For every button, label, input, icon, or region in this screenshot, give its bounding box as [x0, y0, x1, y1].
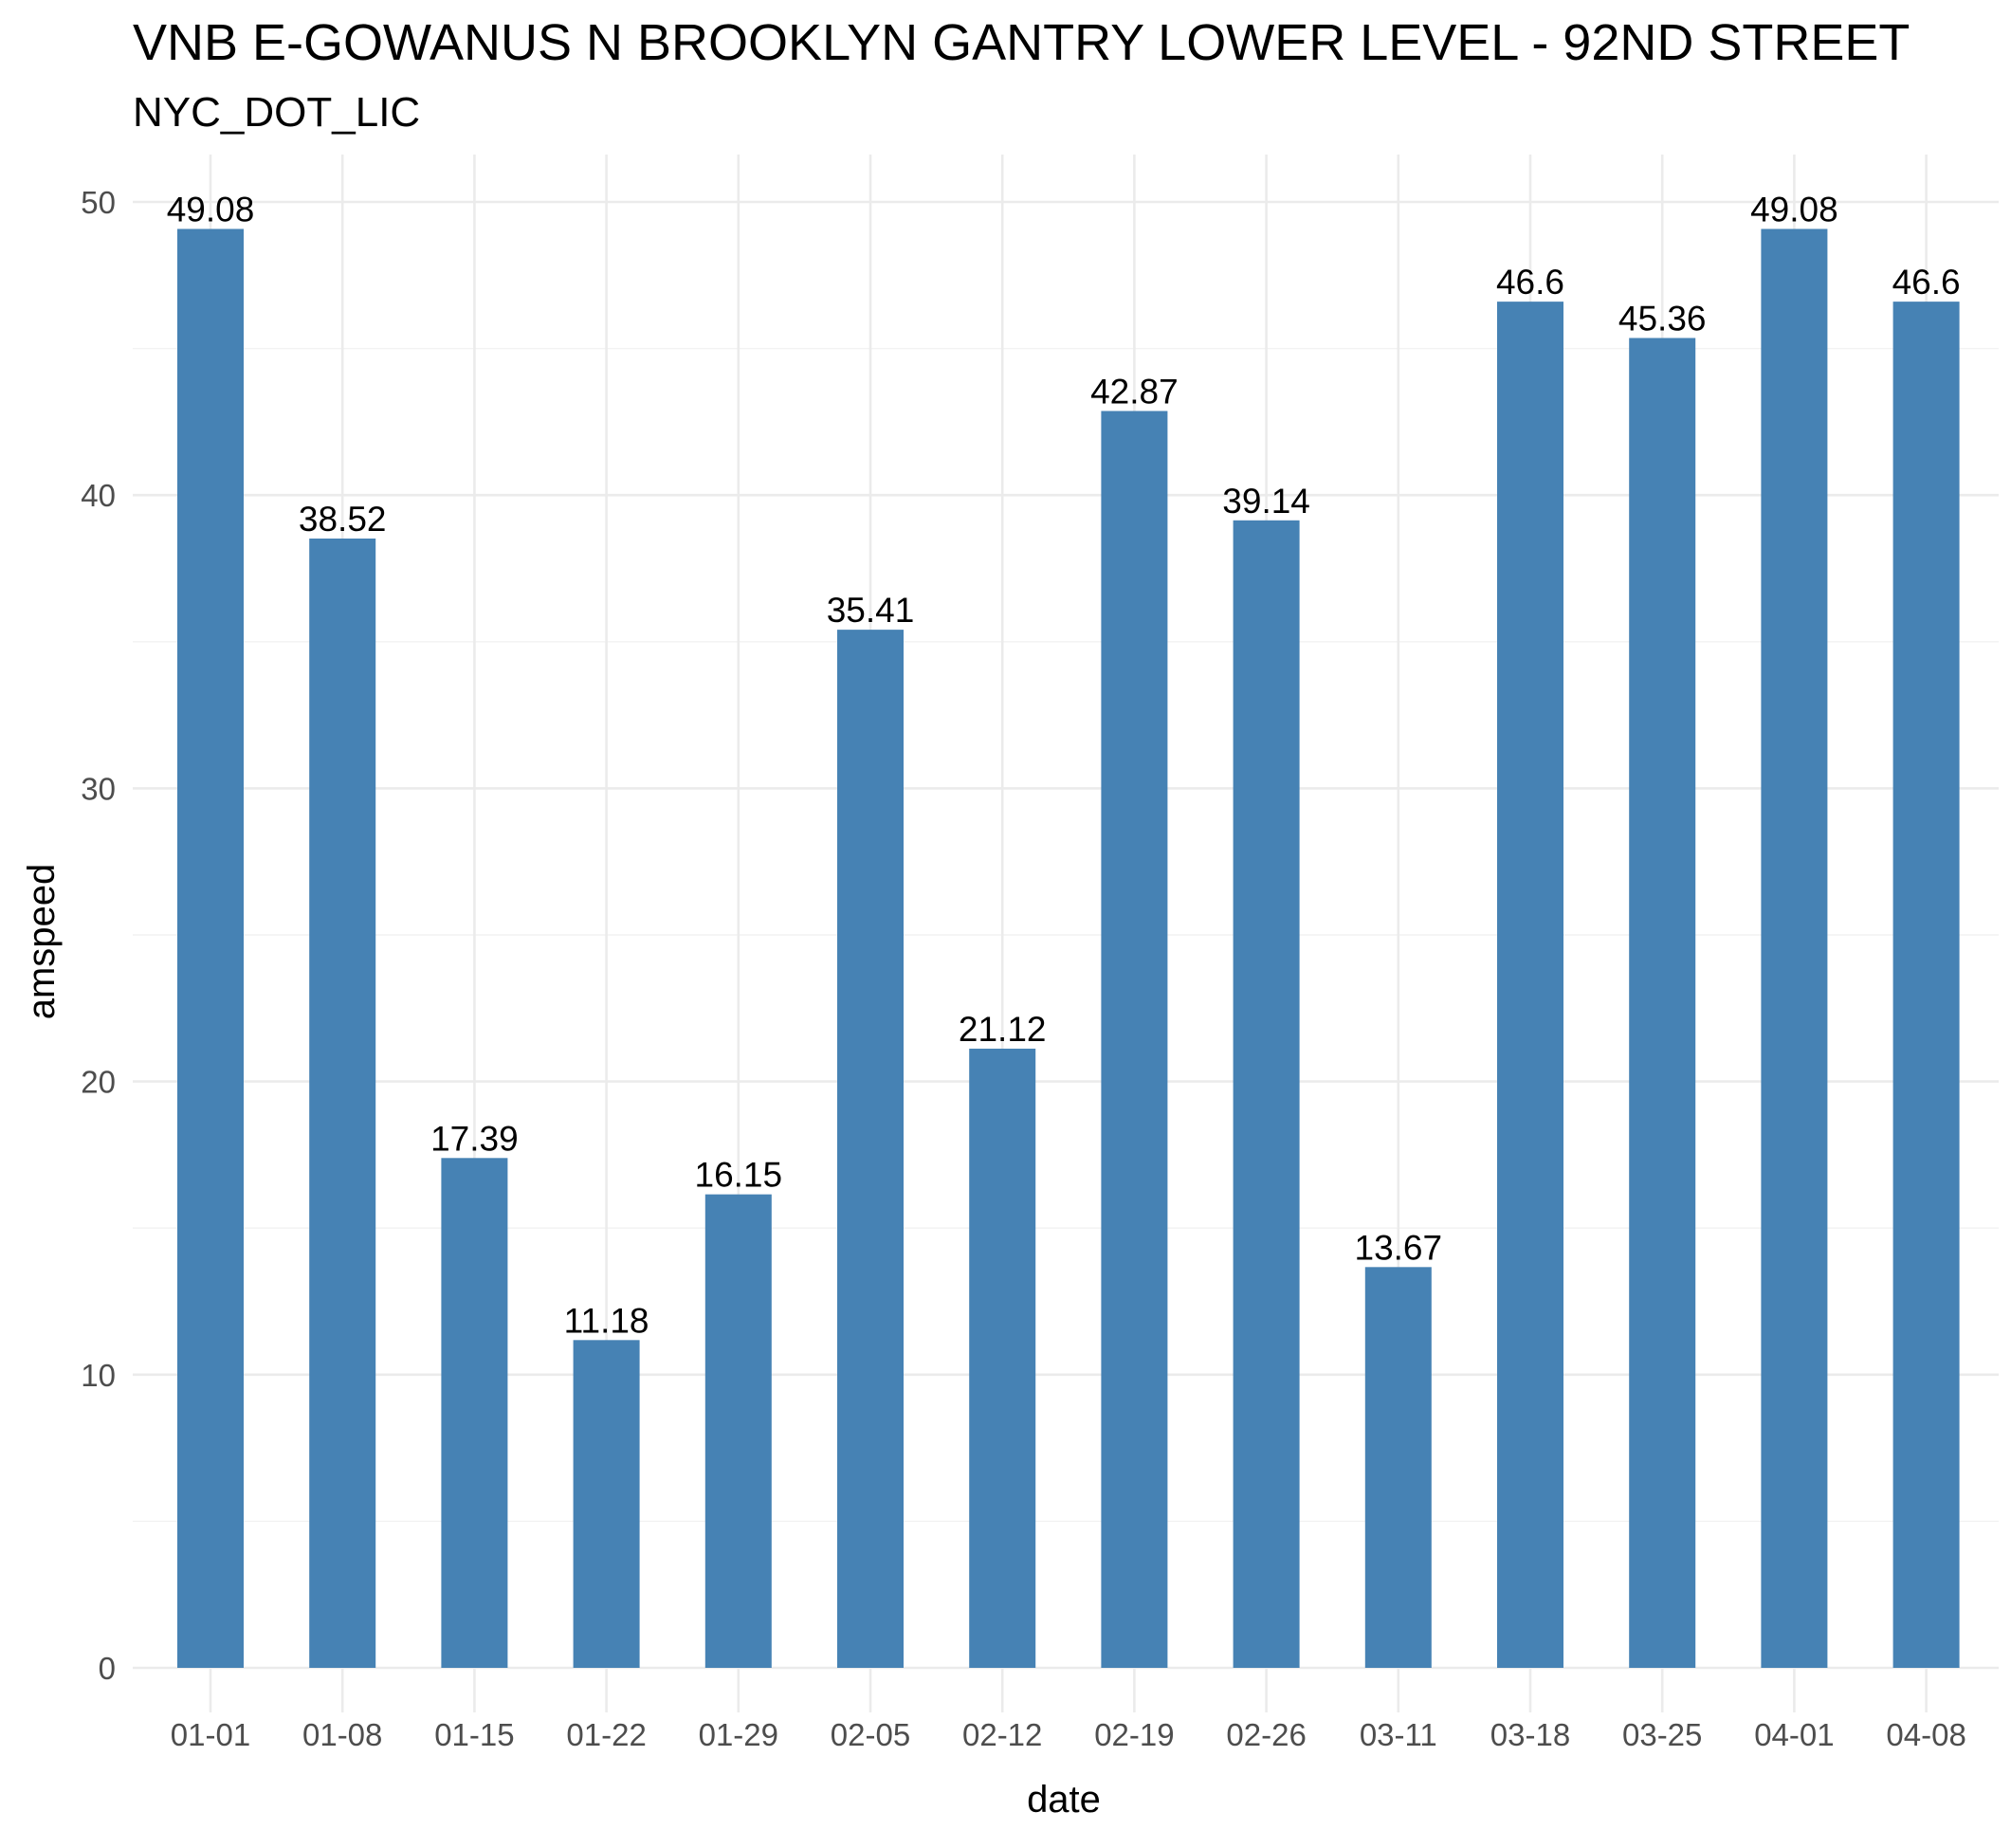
- data-labels: 49.08 38.52 17.39 11.18 16.15 35.41 21.12 42.87…: [167, 190, 1961, 1340]
- y-axis-title: amspeed: [21, 864, 63, 1020]
- y-tick-label: 40: [81, 478, 116, 513]
- bar-value-label: 35.41: [827, 591, 915, 630]
- bar: [177, 229, 244, 1668]
- bar-value-label: 49.08: [167, 190, 255, 229]
- y-tick-label: 50: [81, 185, 116, 220]
- bar-value-label: 21.12: [959, 1010, 1047, 1049]
- x-tick-label: 01-29: [699, 1717, 778, 1752]
- bar: [1101, 411, 1168, 1668]
- bar-value-label: 46.6: [1496, 263, 1564, 302]
- bar-value-label: 16.15: [695, 1156, 783, 1195]
- bar-value-label: 13.67: [1355, 1228, 1443, 1267]
- chart-title: VNB E-GOWANUS N BROOKLYN GANTRY LOWER LE…: [133, 14, 1910, 71]
- bar-value-label: 49.08: [1750, 190, 1838, 229]
- bar: [309, 538, 376, 1668]
- grid-lines: [133, 155, 1999, 1712]
- chart-subtitle: NYC_DOT_LIC: [133, 89, 420, 136]
- x-tick-label: 01-22: [566, 1717, 646, 1752]
- bar-value-label: 39.14: [1222, 482, 1310, 521]
- y-axis-ticks: 0 10 20 30 40 50: [81, 185, 116, 1686]
- x-tick-label: 02-26: [1226, 1717, 1306, 1752]
- y-tick-label: 10: [81, 1358, 116, 1393]
- bar: [1761, 229, 1828, 1668]
- bar: [1629, 338, 1696, 1669]
- bar-value-label: 45.36: [1618, 299, 1707, 338]
- x-tick-label: 02-05: [831, 1717, 910, 1752]
- bar-value-label: 17.39: [430, 1119, 519, 1158]
- bar-value-label: 38.52: [299, 500, 387, 539]
- bar: [969, 1048, 1036, 1668]
- bar-value-label: 46.6: [1892, 263, 1961, 302]
- x-axis-ticks: 01-01 01-08 01-15 01-22 01-29 02-05 02-12 02-19…: [171, 1717, 1966, 1752]
- bar-value-label: 42.87: [1090, 372, 1179, 411]
- bar: [1892, 302, 1960, 1669]
- bar: [1233, 520, 1300, 1668]
- x-tick-label: 01-01: [171, 1717, 250, 1752]
- y-tick-label: 30: [81, 771, 116, 806]
- x-tick-label: 02-19: [1094, 1717, 1174, 1752]
- x-tick-label: 03-25: [1622, 1717, 1702, 1752]
- bar-value-label: 11.18: [564, 1301, 649, 1340]
- bar: [573, 1340, 640, 1668]
- bar: [1364, 1267, 1432, 1668]
- x-tick-label: 01-08: [302, 1717, 382, 1752]
- bar: [1497, 302, 1563, 1669]
- y-tick-label: 20: [81, 1065, 116, 1100]
- x-tick-label: 04-08: [1886, 1717, 1965, 1752]
- bars: [177, 229, 1960, 1669]
- bar: [441, 1158, 508, 1668]
- x-tick-label: 04-01: [1754, 1717, 1834, 1752]
- y-tick-label: 0: [99, 1651, 116, 1686]
- x-tick-label: 03-11: [1360, 1717, 1437, 1752]
- x-tick-label: 02-12: [962, 1717, 1042, 1752]
- x-axis-title: date: [1027, 1779, 1101, 1821]
- bar: [704, 1194, 772, 1668]
- bar: [837, 630, 904, 1668]
- x-tick-label: 01-15: [434, 1717, 514, 1752]
- x-tick-label: 03-18: [1490, 1717, 1570, 1752]
